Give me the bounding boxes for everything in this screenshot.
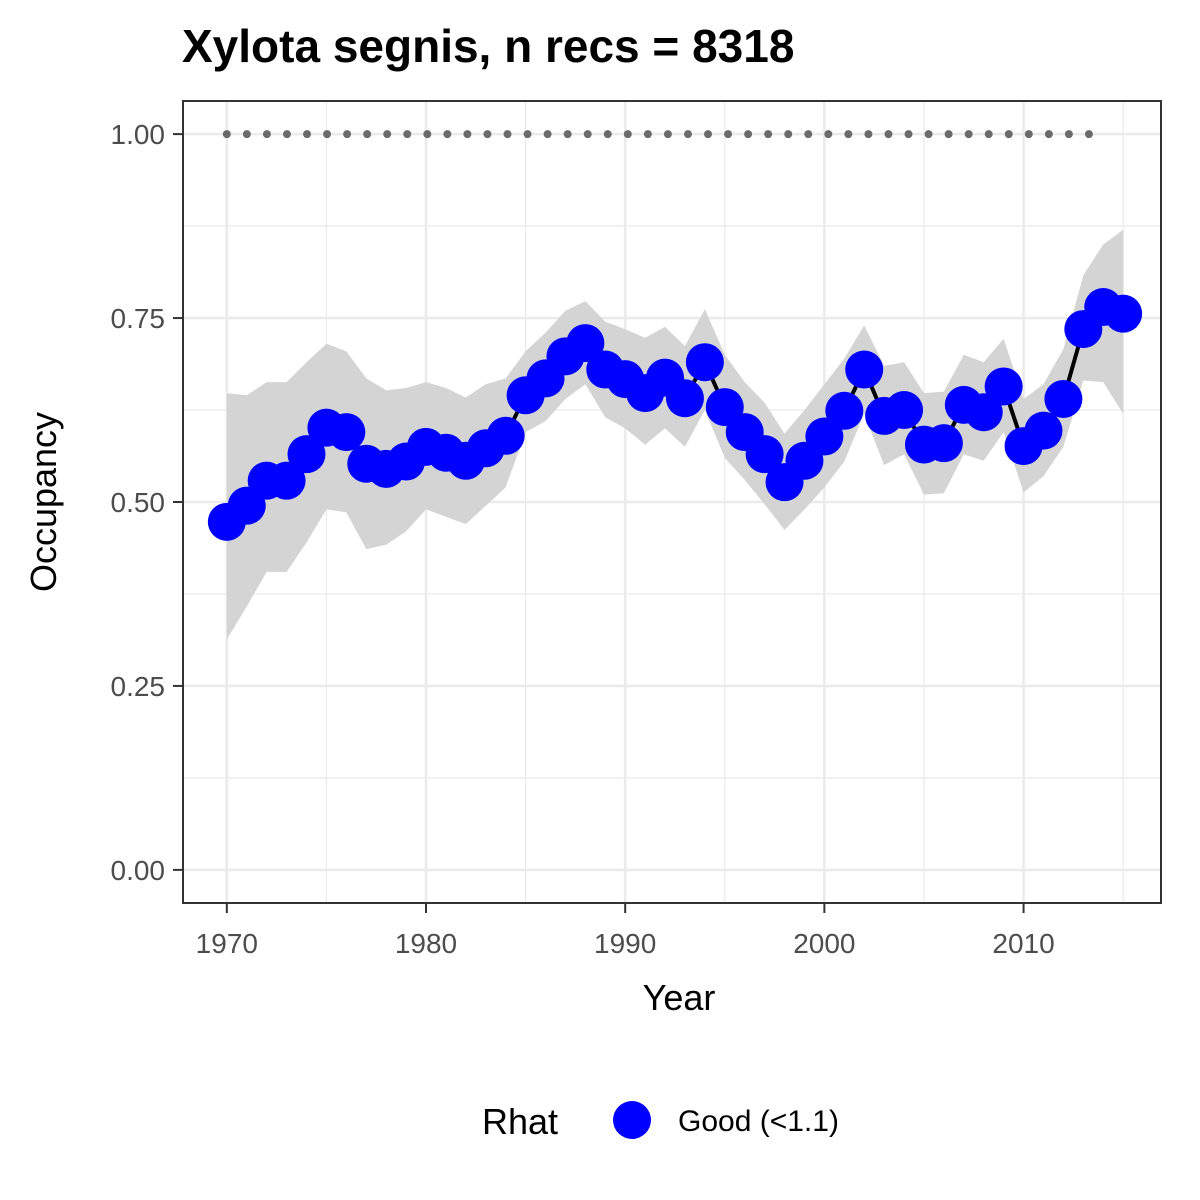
y-axis: 0.00 0.25 0.50 0.75 1.00 bbox=[111, 119, 183, 886]
data-point bbox=[885, 391, 924, 430]
data-point bbox=[267, 461, 306, 500]
x-axis: 1970 1980 1990 2000 2010 bbox=[196, 903, 1055, 959]
data-point bbox=[566, 324, 605, 363]
data-point bbox=[486, 416, 525, 455]
data-point bbox=[1104, 294, 1143, 333]
x-tick-label: 1990 bbox=[594, 928, 656, 959]
data-point bbox=[665, 379, 704, 418]
data-points bbox=[207, 288, 1143, 541]
data-point bbox=[964, 393, 1003, 432]
y-tick-label: 0.75 bbox=[111, 303, 166, 334]
data-point bbox=[924, 424, 963, 463]
data-point bbox=[984, 367, 1023, 406]
legend-title: Rhat bbox=[482, 1101, 558, 1142]
y-axis-title: Occupancy bbox=[23, 412, 64, 592]
data-point bbox=[287, 435, 326, 474]
data-point bbox=[745, 435, 784, 474]
chart-title: Xylota segnis, n recs = 8318 bbox=[182, 20, 794, 72]
data-point bbox=[805, 417, 844, 456]
y-tick-label: 0.00 bbox=[111, 855, 166, 886]
y-tick-label: 1.00 bbox=[111, 119, 166, 150]
data-point bbox=[845, 350, 884, 389]
data-point bbox=[1024, 411, 1063, 450]
legend: Rhat Good (<1.1) bbox=[482, 1101, 839, 1142]
x-axis-title: Year bbox=[643, 977, 716, 1018]
data-point bbox=[825, 391, 864, 430]
legend-label-good: Good (<1.1) bbox=[678, 1105, 839, 1138]
y-tick-label: 0.25 bbox=[111, 671, 166, 702]
credible-interval-ribbon bbox=[226, 229, 1124, 640]
x-tick-label: 2000 bbox=[793, 928, 855, 959]
x-tick-label: 1980 bbox=[395, 928, 457, 959]
data-point bbox=[1044, 379, 1083, 418]
ci-ribbon-area bbox=[226, 229, 1124, 640]
data-point bbox=[327, 413, 366, 452]
legend-key-good bbox=[613, 1101, 651, 1139]
y-tick-label: 0.50 bbox=[111, 487, 166, 518]
data-point bbox=[685, 343, 724, 382]
x-tick-label: 1970 bbox=[196, 928, 258, 959]
x-tick-label: 2010 bbox=[992, 928, 1054, 959]
